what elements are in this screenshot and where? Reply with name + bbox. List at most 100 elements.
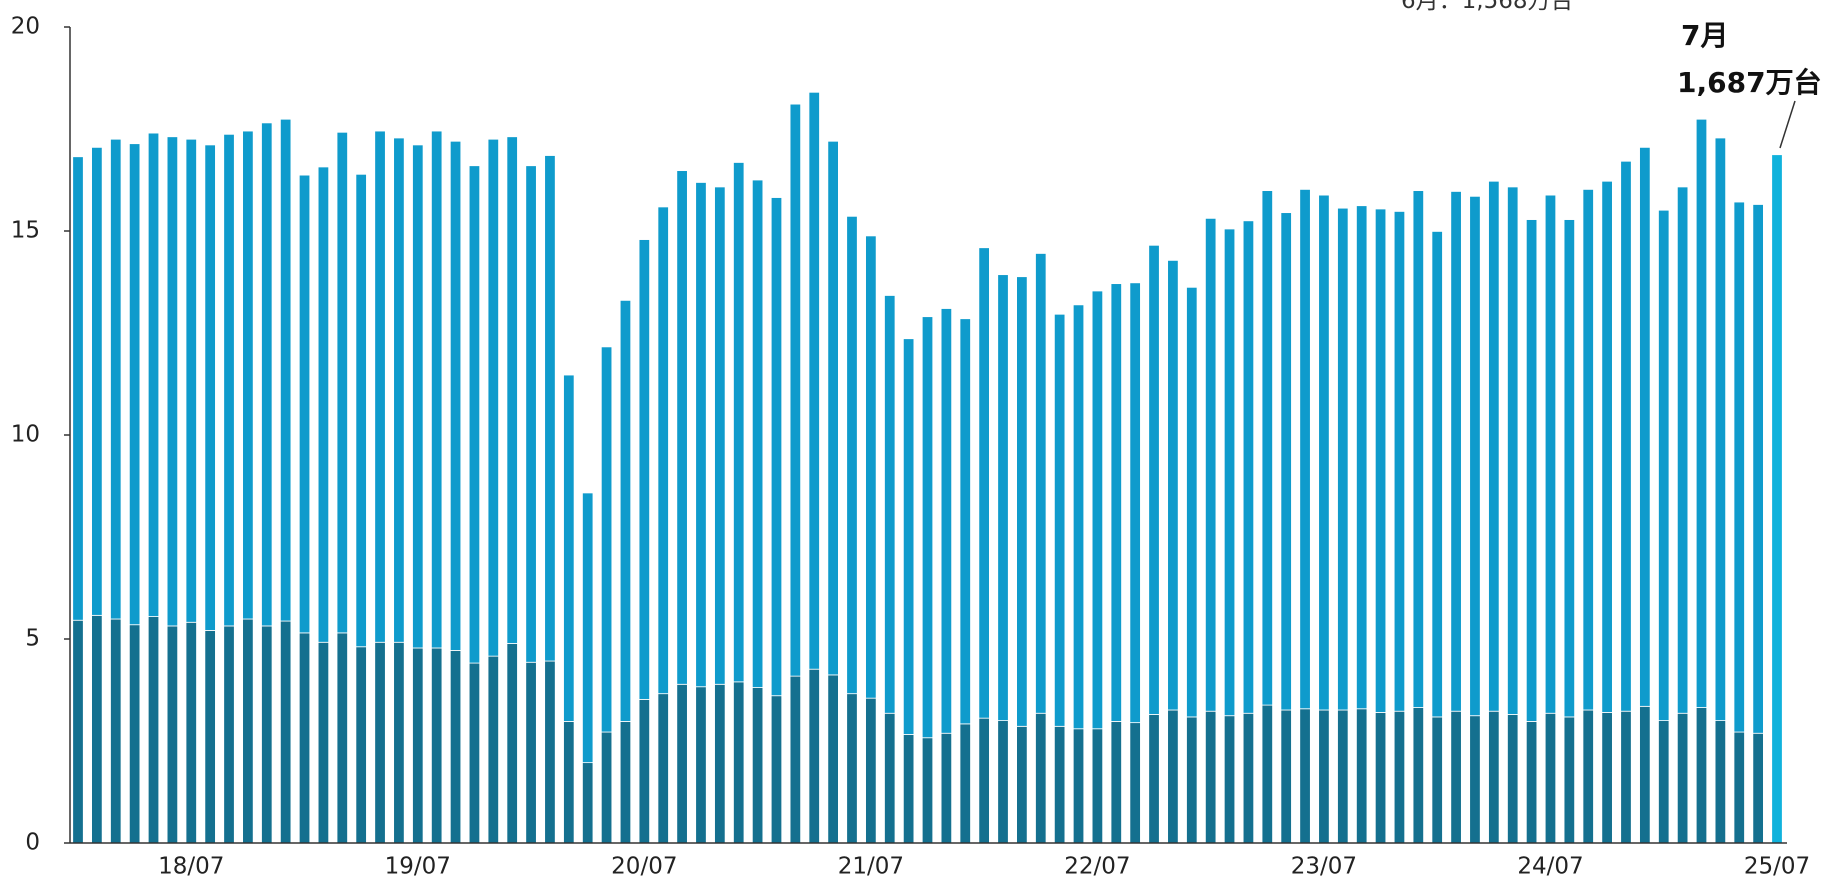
bar-segment	[449, 650, 462, 844]
bar-segment	[1412, 707, 1425, 844]
bar-segment	[827, 140, 839, 676]
bar-segment	[1507, 714, 1519, 844]
bar-segment	[978, 717, 990, 844]
bar-segment	[1186, 716, 1198, 844]
bar-segment	[374, 130, 386, 643]
bar-segment	[544, 155, 556, 662]
bar-segment	[1356, 708, 1368, 844]
bar-segment	[279, 118, 292, 622]
bar-segment	[110, 618, 122, 844]
bar-segment	[468, 165, 481, 664]
bar-segment	[1129, 722, 1141, 844]
bar-segment	[1110, 283, 1122, 722]
bar-segment	[1148, 714, 1160, 844]
bar-segment	[1129, 282, 1141, 724]
bar-segment	[1223, 228, 1236, 717]
bar-segment	[1204, 217, 1217, 712]
bar-segment	[1450, 191, 1462, 712]
bar-segment	[695, 686, 707, 844]
bar-segment	[317, 166, 330, 643]
bar-segment	[1658, 209, 1670, 721]
bar-segment	[940, 308, 953, 734]
bar-segment	[1053, 313, 1066, 727]
bar-segment	[1016, 725, 1028, 844]
bar-segment	[1299, 708, 1311, 844]
bar-segment	[1601, 180, 1613, 713]
bar-segment	[298, 632, 311, 844]
bar-segment	[770, 197, 783, 697]
bar-segment	[279, 620, 292, 844]
bar-segment	[1544, 194, 1557, 714]
bar-segment	[204, 144, 216, 631]
bar-segment	[506, 643, 518, 844]
bar-segment	[563, 721, 575, 844]
bar-segment	[1110, 721, 1122, 844]
bar-segment	[751, 179, 764, 688]
bar-segment	[808, 91, 820, 670]
bar-segment	[1242, 220, 1255, 714]
bar-segment	[1752, 732, 1764, 844]
bar-segment	[261, 625, 273, 844]
bar-segment	[1714, 137, 1727, 722]
annotation-value: 1,687万台	[1677, 66, 1822, 99]
bar-segment	[865, 697, 877, 844]
bar-segment	[959, 723, 971, 844]
x-tick-label: 25/07	[1744, 854, 1810, 879]
bar-segment	[1016, 276, 1028, 727]
x-tick-label: 21/07	[838, 854, 904, 879]
bar-segment	[582, 492, 594, 764]
bar-segment	[1582, 188, 1594, 711]
bar-segment	[808, 668, 820, 844]
bar-segment	[128, 143, 141, 626]
bar-segment	[525, 165, 537, 663]
bar-segment	[1582, 709, 1594, 844]
bar-segment	[1507, 186, 1519, 715]
bar-segment	[355, 173, 367, 648]
bar-segment	[978, 247, 990, 719]
bar-segment	[619, 721, 632, 844]
bar-segment	[770, 695, 783, 844]
bar-segment	[1488, 710, 1500, 844]
x-tick-label: 24/07	[1517, 854, 1583, 879]
bar-segment	[185, 621, 197, 844]
bar-segment	[1280, 709, 1292, 844]
bar-segment	[1318, 194, 1330, 711]
bar-segment	[393, 641, 405, 844]
bar-segment	[638, 239, 651, 700]
bar-segment	[72, 156, 84, 621]
bar-segment	[261, 122, 273, 627]
bar-segment	[1714, 720, 1727, 844]
bar-segment	[1242, 712, 1255, 844]
bar-segment	[1337, 207, 1349, 711]
bar-segment	[1601, 712, 1613, 844]
bar-segment	[393, 137, 405, 643]
bar-segment	[657, 206, 669, 695]
bar-segment	[846, 215, 858, 695]
bar-segment	[412, 647, 424, 844]
bar-segment	[902, 338, 915, 735]
bar-segment	[91, 146, 103, 616]
bar-segment	[487, 138, 499, 657]
bar-segment	[1223, 715, 1236, 844]
bar-segment	[695, 182, 707, 688]
bar-segment	[676, 683, 688, 844]
bar-segment	[525, 661, 537, 844]
bar-segment	[1695, 118, 1708, 708]
bar-segment	[336, 131, 348, 634]
bar-segment	[751, 687, 764, 844]
bar-segment	[317, 641, 330, 844]
x-tick-label: 18/07	[158, 854, 224, 879]
bar-segment	[1035, 253, 1047, 714]
bar-segment	[1072, 728, 1085, 844]
annotation-june: 6月：1,568万台	[1401, 0, 1573, 14]
bar-segment	[1544, 712, 1557, 844]
bar-segment	[449, 140, 462, 651]
bar-segment	[657, 693, 669, 844]
bar-segment	[1525, 721, 1538, 844]
bar-segment	[940, 732, 953, 844]
bar-segment	[544, 660, 556, 844]
bar-segment	[1733, 201, 1745, 733]
bar-segment	[619, 299, 632, 722]
bar-segment	[789, 103, 802, 677]
